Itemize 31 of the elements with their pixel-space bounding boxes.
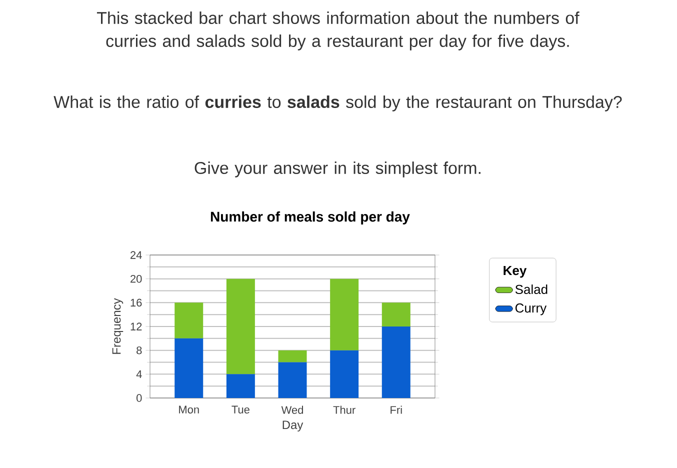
text: Give your answer in its simplest form. [194, 162, 480, 178]
y-tick-label: 20 [130, 274, 142, 283]
text: This stacked bar chart shows information about the numbers of curries and salads sold by a restaurant per day for five days. [96, 12, 580, 50]
x-tick-label: Wed [281, 406, 304, 414]
bar [330, 278, 359, 350]
bar [278, 362, 307, 398]
y-axis-title: Frequency [112, 298, 124, 354]
bar [382, 326, 410, 398]
bar [382, 302, 410, 326]
x-tick-label: Mon [179, 406, 199, 414]
x-tick-label: Thur [333, 406, 356, 414]
legend-label: Curry [515, 303, 547, 316]
y-tick-label: 8 [136, 346, 142, 354]
bar [174, 338, 204, 398]
bar [226, 278, 255, 374]
x-axis-title: Day [282, 420, 304, 432]
bar [226, 374, 255, 398]
bar [330, 350, 359, 398]
text: What is the ratio of curries to salads sold by the restaurant on Thursday? [54, 96, 622, 112]
y-tick-label: 16 [130, 298, 142, 307]
y-tick-label: 4 [136, 370, 142, 378]
chart-title: Number of meals sold per day [210, 211, 410, 224]
y-tick-label: 24 [130, 251, 142, 259]
legend-label: Salad [515, 284, 548, 294]
legend-title: Key [504, 266, 527, 278]
bar [174, 302, 204, 338]
x-tick-label: Tue [232, 406, 250, 414]
x-tick-label: Fri [390, 406, 402, 414]
bar [278, 350, 307, 362]
y-tick-label: 0 [136, 394, 142, 402]
y-tick-label: 12 [130, 322, 142, 330]
